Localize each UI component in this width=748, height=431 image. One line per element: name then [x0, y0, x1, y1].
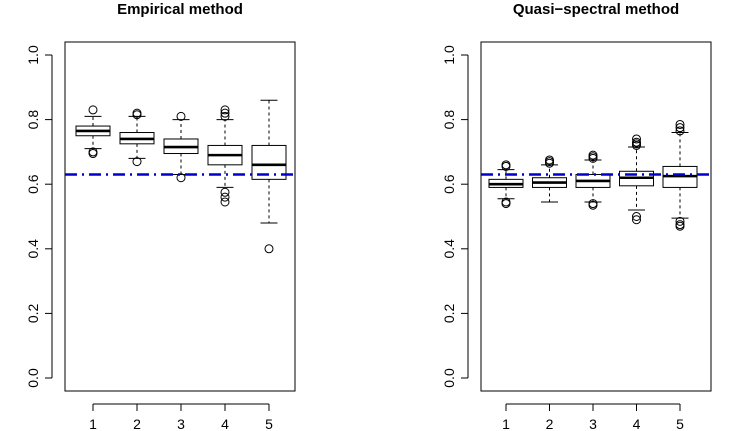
outlier-point — [220, 111, 230, 121]
y-tick-label: 0.0 — [25, 368, 41, 388]
outlier-point — [88, 149, 98, 159]
outlier-point — [501, 161, 511, 171]
outlier-point — [675, 221, 685, 231]
outlier-point — [675, 119, 685, 129]
x-tick-label: 1 — [89, 416, 97, 431]
chart-title: Quasi−spectral method — [513, 1, 679, 18]
outlier-point — [132, 110, 142, 120]
y-tick-label: 0.6 — [25, 174, 41, 194]
outlier-point — [220, 197, 230, 207]
empirical-method-panel: Empirical method 0.0 0.2 0.4 0.6 0.8 1.0 1 2 3 4 5 — [25, 1, 296, 431]
outlier-point — [632, 140, 641, 150]
y-tick-label: 0.8 — [25, 110, 41, 130]
outlier-point — [632, 215, 641, 225]
outlier-point — [220, 187, 230, 197]
box-2 — [532, 155, 567, 203]
x-tick-label: 4 — [633, 416, 641, 431]
outlier-point — [588, 153, 598, 163]
outlier-point — [632, 212, 641, 221]
plot-frame — [64, 41, 296, 392]
outlier-point — [88, 105, 98, 115]
outlier-point — [220, 105, 230, 115]
outlier-point — [264, 244, 274, 254]
outlier-point — [632, 134, 641, 144]
outlier-point — [220, 192, 230, 202]
y-tick-label: 0.4 — [441, 239, 457, 259]
outlier-point — [220, 108, 230, 118]
box-4 — [207, 105, 243, 207]
y-tick-label: 0.2 — [25, 303, 41, 323]
box-1 — [75, 105, 111, 159]
plot-frame — [480, 41, 712, 392]
box-4 — [619, 134, 654, 225]
x-tick-label: 2 — [133, 416, 141, 431]
x-tick-label: 5 — [265, 416, 273, 431]
y-tick-label: 0.6 — [441, 174, 457, 194]
box-5 — [662, 119, 698, 231]
x-tick-label: 4 — [221, 416, 229, 431]
outlier-point — [176, 173, 186, 183]
y-tick-label: 1.0 — [441, 45, 457, 65]
y-tick-label: 0.2 — [441, 303, 457, 323]
chart-title: Empirical method — [117, 1, 243, 18]
outlier-point — [132, 157, 142, 167]
x-tick-label: 5 — [676, 416, 684, 431]
outlier-point — [588, 200, 598, 210]
quasi-spectral-method-panel: Quasi−spectral method 0.0 0.2 0.4 0.6 0.8 1.0… — [441, 1, 712, 431]
outlier-point — [501, 199, 511, 209]
y-tick-label: 1.0 — [25, 45, 41, 65]
box-3 — [163, 111, 199, 183]
outlier-point — [675, 123, 685, 133]
x-tick-label: 2 — [546, 416, 554, 431]
box-3 — [575, 150, 611, 210]
x-tick-label: 3 — [589, 416, 597, 431]
outlier-point — [545, 158, 554, 168]
outlier-point — [675, 126, 685, 136]
box-5 — [251, 99, 287, 254]
box-1 — [488, 160, 524, 209]
outlier-point — [176, 111, 186, 121]
y-tick-label: 0.4 — [25, 239, 41, 259]
box-2 — [119, 108, 155, 167]
y-tick-label: 0.8 — [441, 110, 457, 130]
x-tick-label: 1 — [502, 416, 510, 431]
y-tick-label: 0.0 — [441, 368, 457, 388]
x-tick-label: 3 — [177, 416, 185, 431]
outlier-point — [675, 216, 685, 226]
